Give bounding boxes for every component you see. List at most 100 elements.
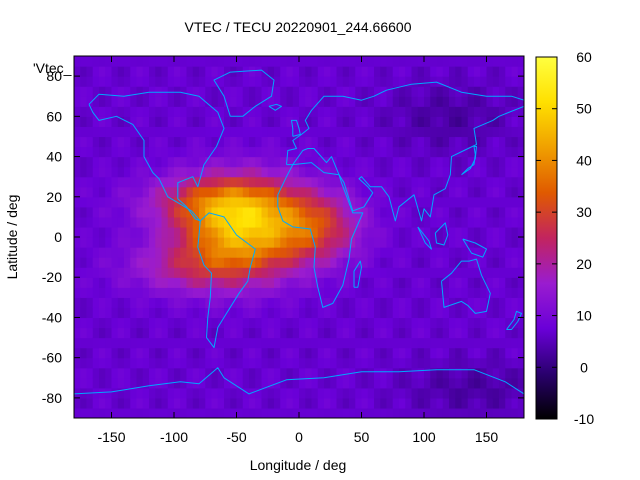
heatmap-cell [474,126,481,138]
heatmap-cell [174,66,181,77]
heatmap-cell [74,76,81,87]
heatmap-cell [374,317,381,329]
heatmap-cell [105,66,113,77]
heatmap-cell [224,206,231,218]
heatmap-cell [342,247,350,258]
heatmap-cell [442,397,450,409]
heatmap-cell [386,397,394,409]
heatmap-cell [467,116,475,127]
heatmap-cell [517,166,524,178]
heatmap-cell [449,407,456,418]
heatmap-cell [111,86,119,97]
heatmap-cell [311,116,319,127]
heatmap-cell [142,136,150,148]
heatmap-cell [280,136,288,148]
heatmap-cell [192,86,200,97]
heatmap-cell [405,297,413,308]
heatmap-cell [280,267,288,278]
heatmap-cell [324,116,331,127]
heatmap-cell [180,277,188,288]
heatmap-cell [236,186,244,198]
heatmap-cell [255,196,263,208]
heatmap-cell [105,247,113,258]
heatmap-cell [455,196,463,208]
heatmap-cell [324,226,331,238]
heatmap-cell [130,307,138,319]
heatmap-cell [374,176,381,188]
y-tick-label: -80 [42,390,62,406]
heatmap-cell [149,96,156,107]
heatmap-cell [480,317,488,329]
heatmap-cell [155,166,163,178]
heatmap-cell [442,136,450,148]
heatmap-cell [299,397,306,409]
heatmap-cell [99,287,106,298]
heatmap-cell [411,247,419,258]
heatmap-cell [167,216,175,228]
heatmap-cell [80,96,88,107]
heatmap-cell [299,267,306,278]
heatmap-cell [449,166,456,178]
heatmap-cell [492,317,500,329]
heatmap-cell [480,56,488,67]
heatmap-cell [367,267,375,278]
heatmap-cell [336,317,344,329]
heatmap-cell [236,277,244,288]
heatmap-cell [111,186,119,198]
heatmap-cell [80,166,88,178]
heatmap-cell [111,367,119,379]
heatmap-cell [405,277,413,288]
heatmap-cell [467,257,475,268]
heatmap-cell [317,186,325,198]
colorbar [535,56,558,420]
heatmap-cell [192,186,200,198]
heatmap-cell [517,56,524,67]
heatmap-cell [161,206,169,218]
heatmap-cell [430,357,438,369]
heatmap-cell [317,357,325,369]
heatmap-cell [224,237,231,248]
heatmap-cell [124,407,131,418]
heatmap-cell [99,156,106,168]
heatmap-cell [430,277,438,288]
heatmap-cell [217,126,225,138]
heatmap-cell [442,357,450,369]
heatmap-cell [399,166,406,178]
heatmap-cell [324,337,331,349]
heatmap-cell [499,277,506,288]
heatmap-cell [499,156,506,168]
heatmap-cell [467,226,475,238]
heatmap-cell [505,166,513,178]
heatmap-cell [242,397,250,409]
heatmap-cell [324,206,331,218]
heatmap-cell [261,186,269,198]
heatmap-cell [267,126,275,138]
heatmap-cell [305,96,313,107]
heatmap-cell [155,136,163,148]
heatmap-cell [480,136,488,148]
heatmap-cell [217,357,225,369]
heatmap-cell [305,206,313,218]
heatmap-cell [417,307,425,319]
heatmap-cell [367,156,375,168]
heatmap-cell [80,357,88,369]
heatmap-cell [374,357,381,369]
heatmap-cell [367,206,375,218]
heatmap-cell [474,196,481,208]
heatmap-cell [136,76,144,87]
heatmap-cell [124,166,131,178]
heatmap-cell [424,76,431,87]
heatmap-cell [355,247,363,258]
heatmap-cell [224,337,231,349]
heatmap-cell [305,237,313,248]
heatmap-cell [236,96,244,107]
heatmap-cell [380,146,388,158]
heatmap-cell [486,86,494,97]
heatmap-cell [286,377,294,389]
heatmap-cell [349,237,356,248]
heatmap-cell [449,337,456,349]
heatmap-cell [380,186,388,198]
heatmap-cell [492,397,500,409]
heatmap-cell [442,156,450,168]
heatmap-cell [292,166,300,178]
